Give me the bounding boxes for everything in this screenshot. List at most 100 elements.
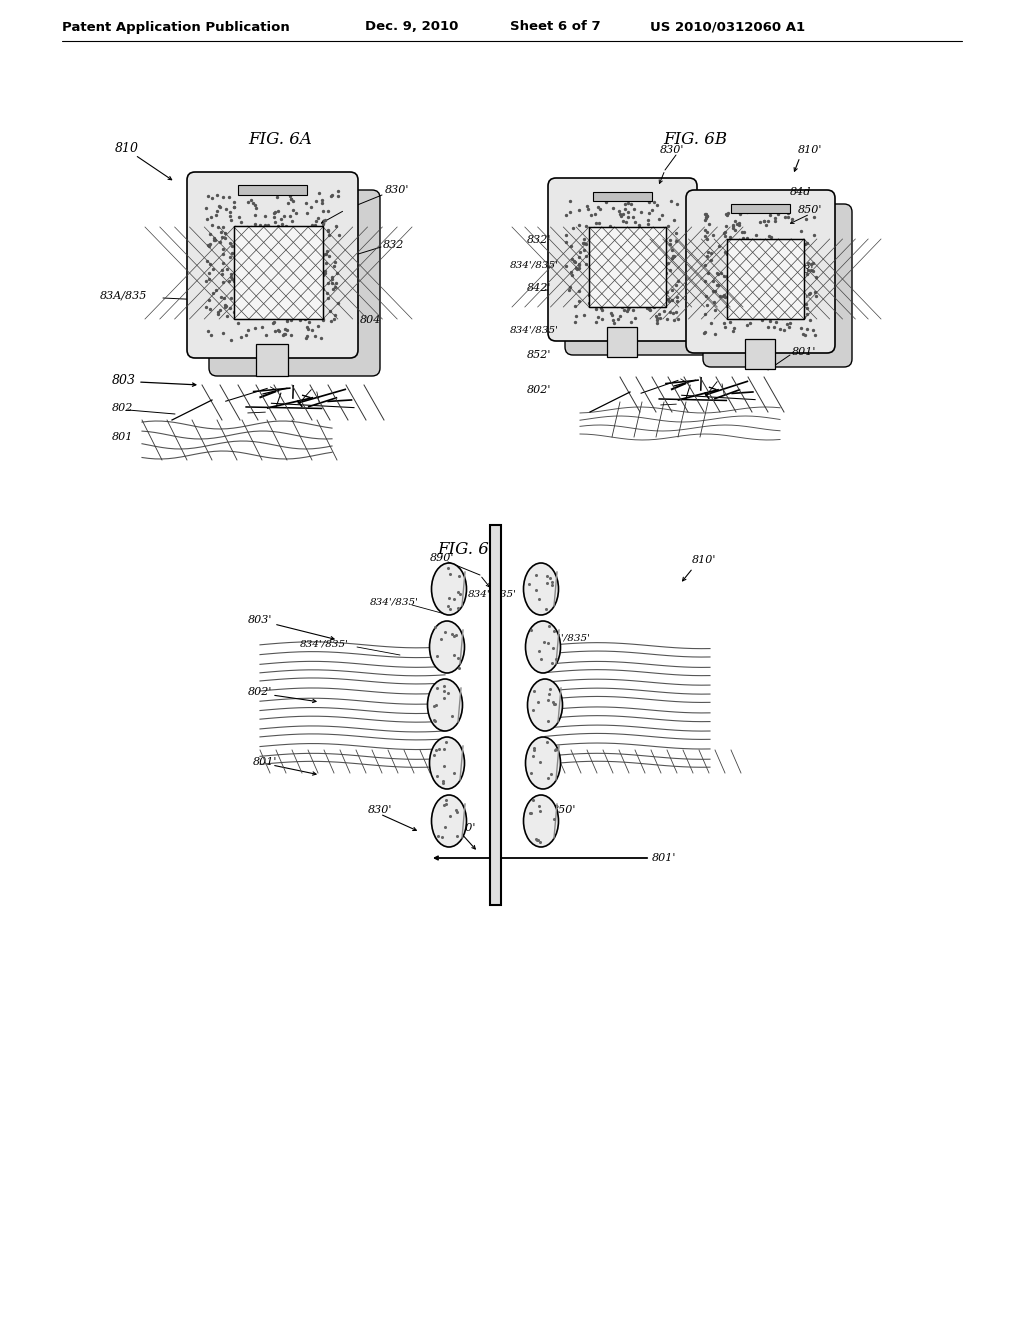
Point [287,240,303,261]
Point [205,259,221,280]
FancyBboxPatch shape [548,178,697,341]
Point [783,238,800,259]
Point [209,183,225,205]
Point [762,239,778,260]
Point [790,286,806,308]
Point [725,255,741,276]
Point [266,247,283,268]
Point [247,297,263,318]
Point [719,205,735,226]
Point [744,255,761,276]
Point [274,325,291,346]
Point [725,218,741,239]
Point [315,308,332,329]
Point [436,739,453,760]
Point [272,236,289,257]
Point [710,263,726,284]
Point [640,203,656,224]
Point [306,273,323,294]
Point [275,290,292,312]
Point [282,185,298,206]
Point [649,264,666,285]
Point [208,279,224,300]
Point [639,273,655,294]
Point [650,277,667,298]
Point [739,314,756,335]
Point [697,321,714,342]
Point [299,227,315,248]
Point [727,289,743,310]
Point [799,209,815,230]
Point [205,282,221,304]
Point [627,263,643,284]
Text: 840': 840' [452,822,476,833]
Point [233,253,250,275]
Text: 834'/835': 834'/835' [300,639,349,648]
Point [304,300,321,321]
Point [664,247,680,268]
Text: 890': 890' [430,553,455,564]
Point [259,259,275,280]
Point [218,305,234,326]
Point [254,271,270,292]
Point [598,227,614,248]
Point [453,583,469,605]
Point [615,243,632,264]
Point [451,581,467,602]
Point [208,205,224,226]
Point [741,280,758,301]
Point [664,239,680,260]
Point [625,300,641,321]
Point [540,632,556,653]
Point [443,705,460,726]
Point [270,232,287,253]
Point [799,232,815,253]
Bar [589,227,666,308]
Point [294,284,310,305]
Point [617,251,634,272]
FancyBboxPatch shape [256,345,288,376]
Point [735,222,752,243]
Point [218,296,234,317]
Point [772,248,788,269]
Point [773,284,790,305]
Point [629,186,645,207]
Text: 832': 832' [527,235,551,246]
Point [588,312,604,333]
Point [221,187,238,209]
Point [210,304,226,325]
Point [790,240,806,261]
Point [737,255,754,276]
Point [613,296,630,317]
Point [767,207,783,228]
Text: 801': 801' [652,853,677,863]
Point [204,187,220,209]
Point [607,244,624,265]
Point [717,226,733,247]
Point [544,572,560,593]
Text: Dec. 9, 2010: Dec. 9, 2010 [365,21,459,33]
Point [217,296,233,317]
Point [770,300,786,321]
Point [315,279,332,300]
Text: 830': 830' [368,805,392,814]
Point [637,232,653,253]
Point [285,290,301,312]
Point [774,236,791,257]
Point [666,246,682,267]
Ellipse shape [525,737,560,789]
Point [626,198,642,219]
Point [525,789,542,810]
Point [786,259,803,280]
Point [596,219,612,240]
Point [269,298,286,319]
Point [436,795,453,816]
Point [722,312,738,333]
Point [232,326,249,347]
Point [594,309,610,330]
Point [784,306,801,327]
Point [445,626,462,647]
Point [575,305,592,326]
Point [767,234,783,255]
Point [212,197,228,218]
